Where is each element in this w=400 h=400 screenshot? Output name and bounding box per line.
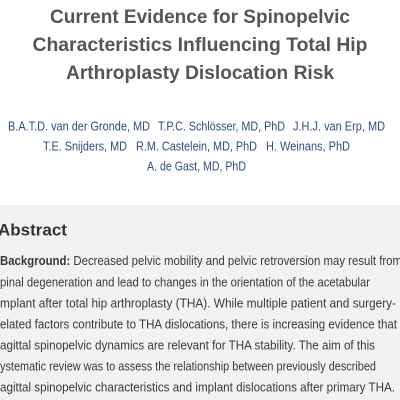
abstract-text: Decreased pelvic mobility and pelvic ret… [70,254,400,268]
abstract-panel [0,205,400,400]
title-line: Current Evidence for Spinopelvic [50,7,350,28]
author-name: T.P.C. Schlösser, MD, PhD [158,119,285,133]
abstract-line: ystematic review was to assess the relat… [0,359,376,373]
abstract-line: Background: Decreased pelvic mobility an… [0,254,400,268]
abstract-line: agittal spinopelvic dynamics are relevan… [0,338,375,352]
abstract-line: agittal spinopelvic characteristics and … [0,380,395,394]
abstract-line: elated factors contribute to THA disloca… [0,317,397,331]
author-name: J.H.J. van Erp, MD [293,119,385,133]
abstract-label: Background: [0,254,70,268]
title-line: Characteristics Influencing Total Hip [33,35,368,56]
author-name: T.E. Snijders, MD [43,139,127,153]
title-line: Arthroplasty Dislocation Risk [66,63,334,84]
abstract-line: pinal degeneration and lead to changes i… [0,275,370,289]
author-name: R.M. Castelein, MD, PhD [136,139,257,153]
abstract-heading: Abstract [0,220,67,239]
author-name: B.A.T.D. van der Gronde, MD [8,119,150,133]
author-name: H. Weinans, PhD [266,139,350,153]
abstract-line: mplant after total hip arthroplasty (THA… [0,296,396,310]
author-name: A. de Gast, MD, PhD [147,159,246,173]
